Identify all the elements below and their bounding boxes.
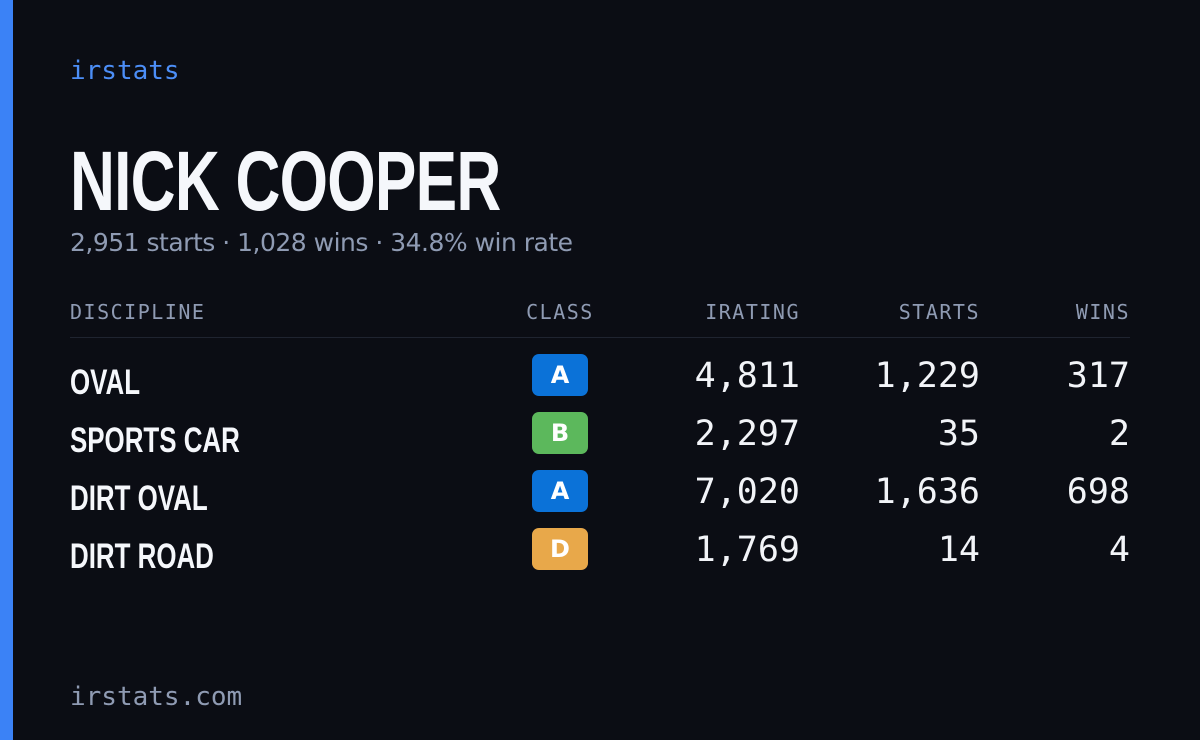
header-starts: STARTS: [898, 300, 980, 324]
driver-name: NICK COOPER: [70, 134, 501, 228]
header-wins: WINS: [1075, 300, 1130, 324]
irating: 1,769: [694, 530, 800, 570]
irating: 4,811: [694, 356, 800, 396]
header-rule: [70, 337, 1130, 338]
irating: 7,020: [694, 472, 800, 512]
discipline: DIRT ROAD: [70, 537, 214, 576]
class-badge: A: [532, 470, 588, 512]
starts: 1,636: [874, 472, 980, 512]
starts: 1,229: [874, 356, 980, 396]
starts: 35: [937, 414, 980, 454]
class-badge: A: [532, 354, 588, 396]
brand: irstats: [70, 56, 180, 86]
discipline: DIRT OVAL: [70, 479, 208, 518]
class-badge: D: [532, 528, 588, 570]
header-discipline: DISCIPLINE: [70, 300, 206, 324]
discipline: OVAL: [70, 363, 141, 402]
irating: 2,297: [694, 414, 800, 454]
class-badge: B: [532, 412, 588, 454]
header-class: CLASS: [526, 300, 594, 324]
footer: irstats.com: [70, 682, 243, 712]
wins: 317: [1066, 356, 1130, 396]
wins: 698: [1066, 472, 1130, 512]
wins: 4: [1108, 530, 1130, 570]
wins: 2: [1108, 414, 1130, 454]
accent-bar: [0, 0, 13, 740]
starts: 14: [937, 530, 980, 570]
driver-summary: 2,951 starts · 1,028 wins · 34.8% win ra…: [70, 228, 573, 257]
header-irating: IRATING: [705, 300, 800, 324]
discipline: SPORTS CAR: [70, 421, 240, 460]
